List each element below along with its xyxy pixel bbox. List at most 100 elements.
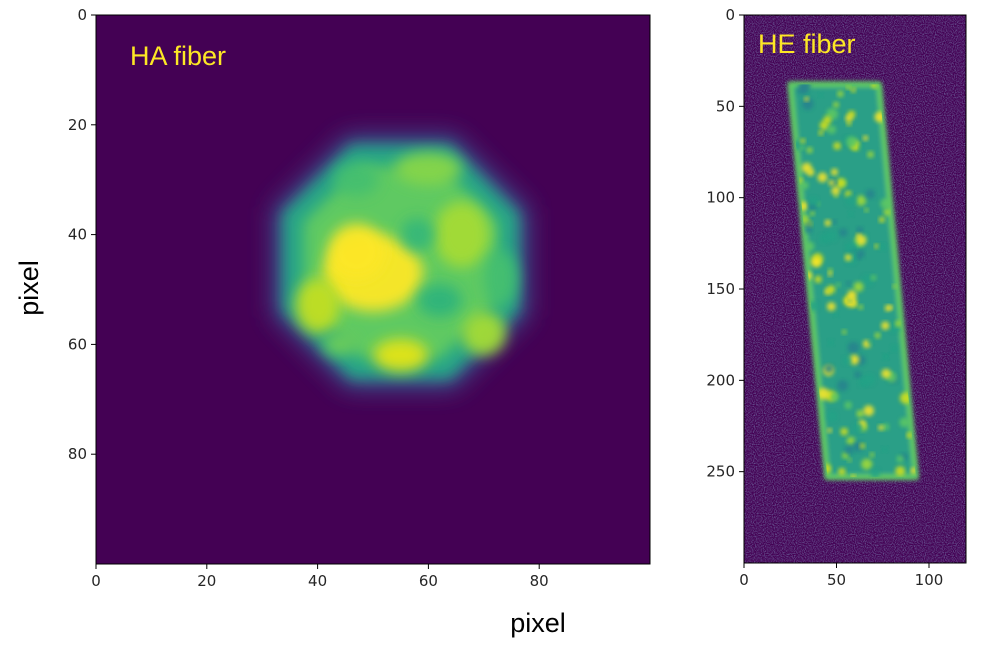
he-speckle bbox=[846, 121, 852, 126]
he-speckle bbox=[894, 320, 902, 327]
he-speckle bbox=[844, 401, 853, 410]
he-fiber-image bbox=[744, 15, 966, 563]
he-speckle bbox=[848, 211, 854, 217]
he-speckle bbox=[881, 368, 891, 379]
he-speckle bbox=[842, 356, 852, 366]
ha-intensity-blob bbox=[323, 333, 357, 356]
y-tick-label: 40 bbox=[68, 226, 87, 244]
he-fiber-title: HE fiber bbox=[758, 29, 856, 59]
he-speckle bbox=[827, 125, 837, 134]
he-speckle bbox=[846, 84, 853, 89]
x-tick-label: 40 bbox=[308, 572, 327, 590]
he-speckle bbox=[870, 274, 877, 281]
he-speckle bbox=[861, 274, 874, 286]
he-speckle bbox=[869, 452, 875, 458]
x-tick-label: 60 bbox=[419, 572, 438, 590]
he-speckle bbox=[879, 243, 887, 251]
he-speckle bbox=[811, 257, 822, 268]
he-speckle bbox=[844, 254, 852, 262]
he-speckle bbox=[819, 120, 830, 131]
he-speckle bbox=[852, 422, 863, 433]
he-speckle bbox=[856, 226, 864, 234]
he-speckle bbox=[849, 354, 860, 365]
he-speckle bbox=[824, 364, 834, 374]
y-tick-label: 0 bbox=[77, 6, 87, 24]
he-speckle bbox=[832, 219, 837, 225]
he-speckle bbox=[882, 446, 888, 453]
he-speckle bbox=[800, 145, 805, 151]
he-speckle bbox=[853, 281, 864, 292]
he-speckle bbox=[826, 302, 836, 311]
he-speckle bbox=[884, 353, 889, 359]
he-speckle bbox=[835, 177, 846, 189]
he-speckle bbox=[800, 181, 809, 190]
x-tick-label: 20 bbox=[197, 572, 216, 590]
he-speckle bbox=[838, 467, 846, 476]
he-speckle bbox=[797, 84, 808, 95]
he-speckle bbox=[847, 290, 857, 300]
he-speckle bbox=[839, 228, 848, 237]
y-tick-label: 250 bbox=[706, 463, 735, 481]
he-speckle bbox=[858, 144, 864, 150]
he-speckle bbox=[862, 135, 869, 141]
he-fiber-y-axis: 0 50 100 150 200 250 bbox=[706, 6, 744, 481]
he-speckle bbox=[805, 241, 815, 252]
he-speckle-group bbox=[793, 84, 916, 478]
he-speckle bbox=[827, 268, 833, 273]
he-speckle bbox=[844, 445, 854, 455]
ha-intensity-blob bbox=[433, 201, 490, 268]
he-speckle bbox=[867, 151, 874, 158]
he-speckle bbox=[846, 136, 858, 148]
he-speckle bbox=[874, 84, 880, 89]
he-speckle bbox=[882, 423, 890, 431]
ha-intensity-blob bbox=[461, 311, 506, 356]
he-speckle bbox=[809, 196, 819, 206]
he-speckle bbox=[855, 195, 867, 206]
he-speckle bbox=[884, 304, 892, 312]
he-speckle bbox=[892, 284, 897, 289]
x-tick-label: 100 bbox=[915, 571, 944, 589]
he-speckle bbox=[878, 216, 885, 223]
he-speckle bbox=[830, 168, 839, 176]
he-speckle bbox=[881, 321, 890, 330]
he-speckle bbox=[809, 210, 815, 216]
x-tick-label: 50 bbox=[827, 571, 846, 589]
he-speckle bbox=[845, 195, 857, 206]
ha-intensity-blob bbox=[417, 284, 462, 317]
he-speckle bbox=[826, 285, 836, 294]
he-speckle bbox=[855, 234, 867, 246]
he-speckle bbox=[870, 468, 880, 478]
y-tick-label: 60 bbox=[68, 335, 87, 353]
y-tick-label: 200 bbox=[706, 371, 735, 389]
he-speckle bbox=[880, 198, 892, 210]
x-tick-label: 0 bbox=[739, 571, 749, 589]
he-speckle bbox=[827, 271, 833, 277]
he-speckle bbox=[830, 392, 840, 402]
he-speckle bbox=[828, 179, 835, 186]
he-speckle bbox=[840, 427, 849, 436]
he-speckle bbox=[817, 172, 828, 183]
x-tick-label: 80 bbox=[530, 572, 549, 590]
y-axis-label: pixel bbox=[14, 260, 44, 316]
ha-fiber-frame bbox=[95, 14, 651, 565]
ha-intensity-blob bbox=[295, 278, 340, 334]
y-tick-label: 150 bbox=[706, 280, 735, 298]
he-speckle bbox=[831, 186, 840, 196]
he-speckle bbox=[833, 311, 839, 317]
ha-intensity-blob bbox=[483, 251, 518, 306]
ha-fiber-x-axis: 0 20 40 60 80 bbox=[91, 564, 549, 590]
he-speckle bbox=[878, 424, 884, 431]
he-speckle bbox=[817, 387, 830, 400]
he-speckle bbox=[874, 243, 880, 249]
he-speckle bbox=[801, 98, 814, 110]
he-speckle bbox=[845, 114, 853, 122]
he-speckle bbox=[874, 332, 881, 339]
he-speckle bbox=[906, 432, 913, 439]
he-speckle bbox=[851, 474, 856, 478]
he-speckle bbox=[827, 428, 833, 433]
ha-intensity-blob bbox=[328, 223, 385, 279]
y-tick-label: 50 bbox=[716, 97, 735, 115]
x-axis-label: pixel bbox=[510, 608, 566, 638]
he-speckle bbox=[804, 225, 813, 234]
